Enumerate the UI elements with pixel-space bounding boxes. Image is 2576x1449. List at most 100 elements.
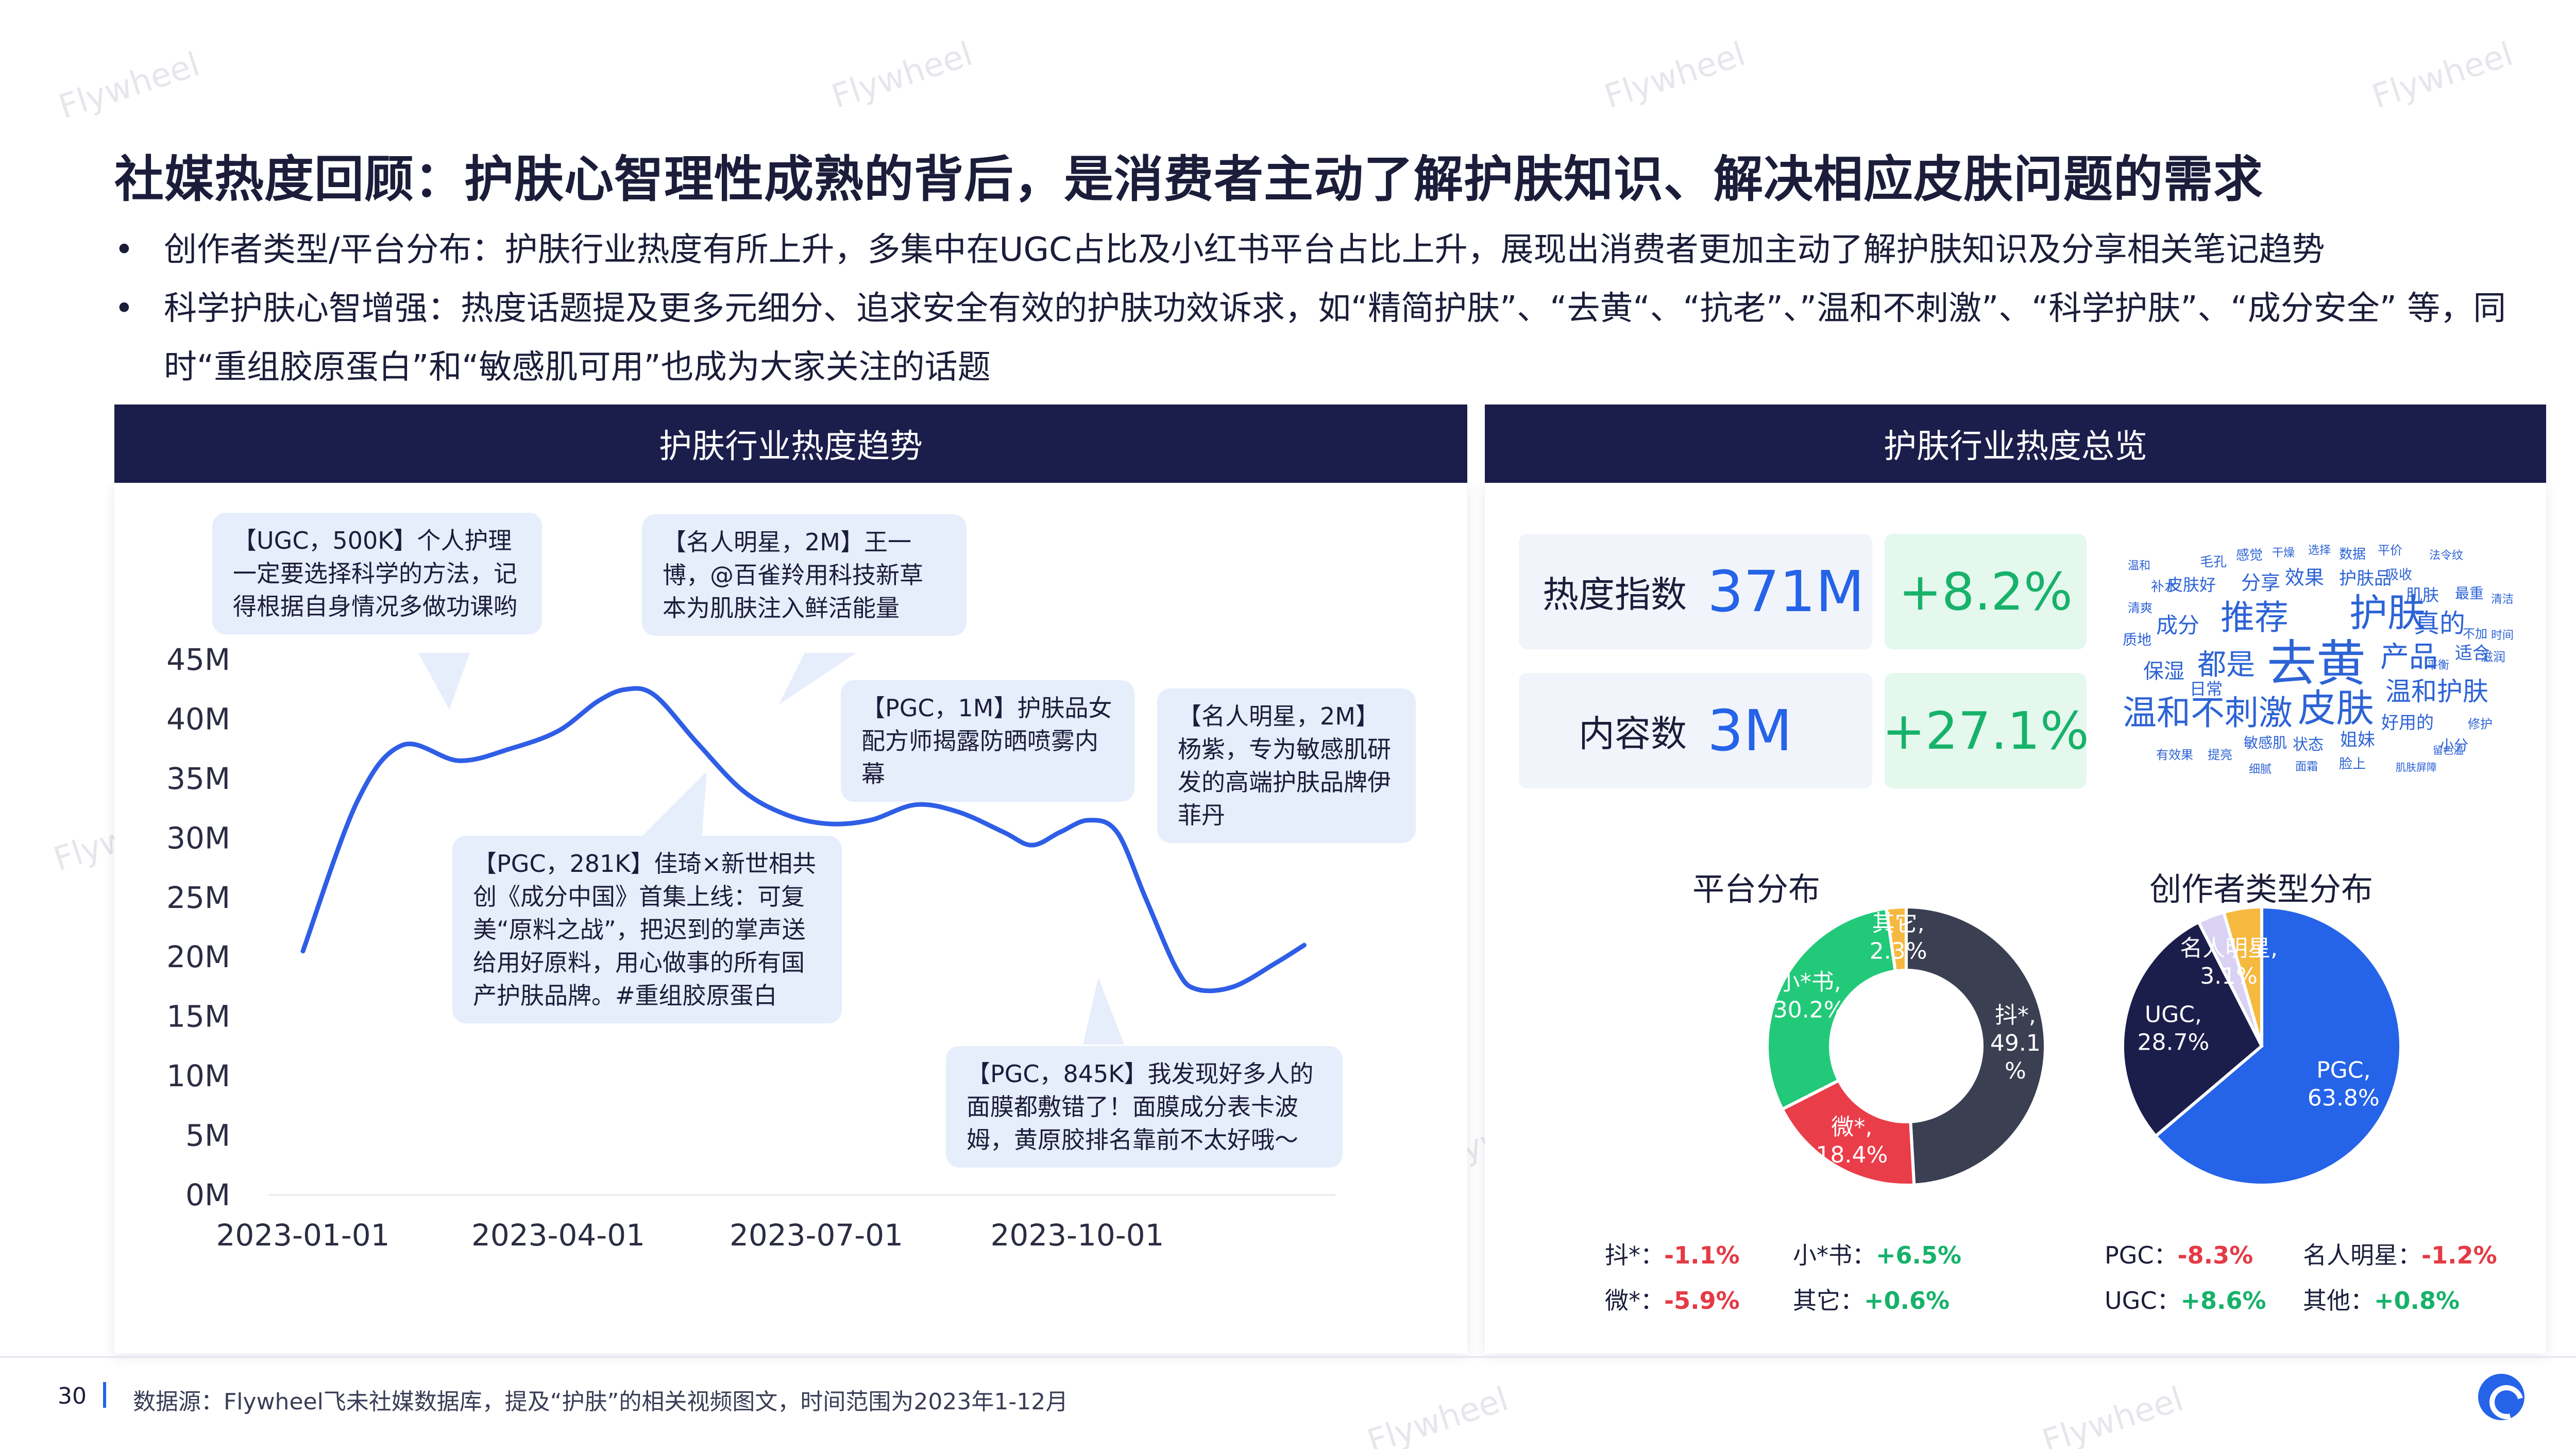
pie-slice (2121, 920, 2264, 1138)
watermark: Flywheel (1600, 35, 1750, 116)
pie-slice-label: 小*书, 30.2% (1773, 969, 1845, 1023)
keyword: 护肤 (2349, 591, 2426, 635)
keyword: 法令纹 (2429, 549, 2464, 562)
summary-bullets: 创作者类型/平台分布：护肤行业热度有所上升，多集中在UGC占比及小红书平台占比上… (114, 221, 2546, 397)
keyword: 感觉 (2236, 548, 2263, 563)
keyword: 状态 (2293, 736, 2324, 754)
overview-panel-header: 护肤行业热度总览 (1485, 405, 2546, 483)
y-tick-label: 40M (166, 701, 230, 736)
annotation-callout: 【名人明星，2M】杨紫，专为敏感肌研发的高端护肤品牌伊菲丹 (1157, 688, 1416, 843)
watermark: Flywheel (2038, 1380, 2188, 1449)
keyword: 产品 (2380, 641, 2438, 674)
keyword: 肌肤 (2406, 585, 2439, 605)
keyword: 温和不刺激 (2123, 693, 2293, 733)
keyword: 皮肤好 (2166, 575, 2216, 595)
trend-series-line (300, 686, 1307, 993)
keyword: 留色温 (2433, 744, 2464, 756)
callout-pointer (640, 771, 707, 838)
page-title: 社媒热度回顾：护肤心智理性成熟的背后，是消费者主动了解护肤知识、解决相应皮肤问题… (114, 150, 2263, 208)
y-tick-label: 10M (166, 1058, 230, 1093)
keyword: 有效果 (2156, 748, 2193, 762)
y-tick-label: 5M (185, 1118, 230, 1153)
creator-change-celebrity: 名人明星：-1.2% (2303, 1241, 2497, 1269)
keyword: 适合 (2455, 643, 2490, 664)
watermark: Flywheel (54, 45, 205, 127)
keyword: 质地 (2123, 631, 2152, 648)
creator-pie-chart: PGC, 63.8% UGC, 28.7% 名人明星, 3.1% (2121, 905, 2402, 1187)
x-tick-label: 2023-10-01 (990, 1218, 1164, 1253)
donut-hole (1829, 969, 1984, 1123)
callout-pointer (418, 653, 470, 710)
creator-pie-title: 创作者类型分布 (2149, 870, 2374, 908)
pie-slice (2222, 905, 2263, 1047)
x-tick-label: 2023-07-01 (730, 1218, 903, 1253)
y-tick-label: 0M (185, 1177, 230, 1212)
creator-change-other: 其他：+0.8% (2303, 1287, 2460, 1315)
keyword: 姐妹 (2340, 730, 2375, 750)
keyword: 保湿 (2143, 660, 2184, 683)
metric-value: 371M (1707, 559, 1865, 625)
keyword: 不加 (2463, 627, 2487, 641)
metric-label: 热度指数 (1543, 573, 1687, 616)
keyword-cloud: 去黄 护肤 推荐 皮肤 温和不刺激 产品 都是 真的 温和护肤 成分 效果 分享… (2117, 531, 2561, 799)
keyword: 敏感肌 (2244, 734, 2287, 751)
annotation-callout: 【PGC，1M】护肤品女配方师揭露防晒喷雾内幕 (841, 680, 1134, 802)
keyword: 日常 (2190, 679, 2223, 699)
platform-change-xiaohongshu: 小*书：+6.5% (1793, 1241, 1962, 1269)
keyword: 提亮 (2208, 748, 2232, 762)
watermark: Flywheel (2367, 35, 2518, 116)
platform-pie-title: 平台分布 (1692, 870, 1821, 908)
content-count-change: +27.1% (1882, 673, 2089, 788)
metric-change: +27.1% (1882, 700, 2089, 761)
keyword: 去黄 (2267, 635, 2366, 693)
pie-slice-label: 抖*, 49.1% (1990, 1002, 2041, 1084)
y-tick-label: 15M (166, 999, 230, 1034)
bullet-item: 科学护肤心智增强：热度话题提及更多元细分、追求安全有效的护肤功效诉求，如“精简护… (114, 279, 2546, 397)
keyword: 效果 (2285, 566, 2325, 589)
platform-change-weixin: 微*：-5.9% (1605, 1287, 1740, 1315)
footer-divider (0, 1356, 2576, 1358)
keyword: 推荐 (2221, 598, 2289, 637)
creator-change-ugc: UGC：+8.6% (2105, 1287, 2266, 1315)
pie-slice-label: UGC, 28.7% (2138, 1002, 2210, 1056)
keyword: 最重 (2455, 585, 2484, 602)
creator-change-pgc: PGC：-8.3% (2105, 1241, 2253, 1269)
y-tick-label: 25M (166, 880, 230, 915)
keyword: 细腻 (2249, 763, 2272, 776)
keyword: 补水 (2151, 579, 2178, 595)
callout-pointer (1083, 978, 1124, 1044)
y-tick-label: 20M (166, 939, 230, 974)
watermark: Flywheel (1363, 1380, 1513, 1449)
keyword: 滋润 (2481, 650, 2505, 664)
keyword: 清洁 (2491, 593, 2514, 606)
heat-index-change: +8.2% (1885, 534, 2087, 649)
keyword: 都是 (2197, 648, 2255, 682)
x-tick-label: 2023-04-01 (471, 1218, 645, 1253)
data-source-note: 数据源：Flywheel飞未社媒数据库，提及“护肤”的相关视频图文，时间范围为2… (133, 1389, 1069, 1415)
annotation-callout: 【PGC，845K】我发现好多人的面膜都敷错了！面膜成分表卡波姆，黄原胶排名靠前… (946, 1046, 1343, 1168)
trend-panel-header: 护肤行业热度趋势 (114, 405, 1467, 483)
keyword: 好用的 (2381, 713, 2434, 733)
keyword: 平价 (2378, 543, 2402, 558)
keyword: 毛孔 (2200, 554, 2227, 570)
y-tick-label: 30M (166, 820, 230, 855)
metric-value: 3M (1707, 698, 1792, 764)
metric-label: 内容数 (1579, 712, 1687, 755)
keyword: 脸上 (2339, 756, 2366, 772)
platform-change-douyin: 抖*：-1.1% (1605, 1241, 1740, 1269)
keyword: 成分 (2156, 613, 2200, 638)
pie-slice-label: 其它, 2.3% (1870, 911, 1927, 965)
platform-donut-chart: 抖*, 49.1 % 微*, 18.4% 小*书, 30.2% 其它, 2.3% (1766, 905, 2047, 1187)
keyword: 肌肤屏障 (2396, 761, 2437, 773)
keyword: 选择 (2308, 544, 2331, 557)
pie-slice-label: 名人明星, 3.1% (2180, 935, 2278, 989)
keyword: 干燥 (2272, 547, 2295, 560)
metric-change: +8.2% (1899, 561, 2073, 622)
y-tick-label: 45M (166, 642, 230, 677)
keyword: 温和护肤 (2385, 677, 2488, 706)
bullet-item: 创作者类型/平台分布：护肤行业热度有所上升，多集中在UGC占比及小红书平台占比上… (114, 221, 2546, 279)
platform-change-other: 其它：+0.6% (1793, 1287, 1950, 1315)
keyword: 小分 (2439, 737, 2469, 754)
callout-pointer (779, 653, 856, 704)
footer-separator (103, 1382, 106, 1408)
